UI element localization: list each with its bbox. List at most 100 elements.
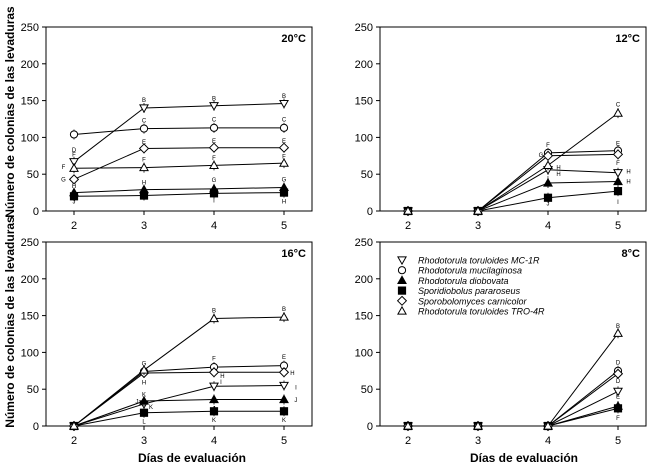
significance-letter: F — [62, 165, 66, 171]
data-point — [613, 176, 623, 186]
significance-letter: I — [547, 177, 549, 183]
legend-marker — [396, 295, 408, 306]
y-axis-label-top: Número de colonias de las levaduras — [3, 6, 17, 218]
data-point — [139, 124, 149, 133]
data-point — [208, 367, 220, 378]
series-line-3 — [408, 181, 619, 212]
x-axis-label-left: Días de evaluación — [138, 451, 246, 465]
series-line-6 — [73, 316, 285, 427]
y-tick-label: 250 — [21, 22, 39, 34]
x-tick-label: 4 — [211, 435, 217, 447]
significance-letter: L — [142, 420, 146, 426]
significance-letter: H — [290, 371, 294, 377]
x-tick-label: 2 — [405, 435, 411, 447]
significance-letter: F — [212, 156, 216, 162]
data-point — [279, 311, 289, 321]
significance-letter: K — [212, 418, 216, 424]
data-point — [69, 130, 79, 139]
x-tick-label: 5 — [615, 435, 621, 447]
x-tick-label: 2 — [71, 220, 77, 232]
data-point — [403, 205, 413, 215]
x-tick-label: 3 — [475, 435, 481, 447]
y-tick-label: 250 — [355, 22, 373, 34]
x-tick-label: 4 — [545, 435, 551, 447]
series-line-1 — [408, 390, 619, 427]
significance-letter: B — [142, 98, 146, 104]
significance-letter: C — [616, 102, 621, 108]
y-tick-label: 100 — [355, 132, 373, 144]
x-tick-label: 3 — [141, 435, 147, 447]
data-point — [613, 328, 623, 337]
legend-label: Rhodotorula toruloides TRO-4R — [418, 307, 545, 317]
y-tick-label: 150 — [21, 311, 39, 323]
legend-label: Rhodotorula mucilaginosa — [418, 266, 522, 276]
significance-letter: H — [142, 180, 146, 186]
significance-letter: F — [546, 143, 550, 149]
significance-letter: K — [282, 418, 286, 424]
data-point — [138, 143, 150, 154]
y-tick-label: 200 — [21, 274, 39, 286]
significance-letter: B — [212, 308, 216, 314]
y-tick-label: 50 — [27, 384, 39, 396]
y-tick-label: 100 — [21, 347, 39, 359]
y-tick-label: 150 — [355, 96, 373, 108]
significance-letter: I — [213, 199, 215, 205]
data-point — [613, 187, 623, 196]
panel-title: 12°C — [615, 33, 640, 45]
significance-letter: E — [282, 139, 286, 145]
series-line-4 — [73, 192, 285, 197]
data-point — [279, 407, 289, 416]
data-point — [279, 123, 289, 132]
x-tick-label: 3 — [141, 220, 147, 232]
data-point — [279, 158, 289, 167]
significance-letter: H — [626, 169, 630, 175]
significance-letter: B — [616, 324, 620, 330]
panel-title: 16°C — [281, 248, 306, 260]
data-point — [543, 160, 553, 169]
data-point — [208, 142, 220, 153]
series-line-2 — [73, 365, 285, 427]
series-line-1 — [73, 385, 285, 427]
data-point — [403, 420, 413, 430]
significance-letter: B — [282, 307, 286, 313]
data-point — [69, 163, 79, 172]
data-point — [209, 394, 219, 404]
data-point — [139, 408, 149, 417]
significance-letter: F — [616, 416, 620, 422]
significance-letter: E — [616, 141, 620, 147]
series-line-2 — [73, 127, 284, 135]
data-point — [473, 420, 483, 430]
significance-letter: J — [73, 199, 76, 205]
data-point — [542, 150, 554, 161]
data-point — [613, 387, 623, 397]
data-point — [69, 158, 79, 167]
data-point — [473, 205, 483, 215]
data-point — [209, 313, 219, 323]
x-tick-label: 5 — [281, 435, 287, 447]
y-tick-label: 250 — [21, 237, 39, 249]
data-point — [139, 191, 149, 200]
data-point — [139, 364, 149, 374]
y-tick-label: 50 — [361, 169, 373, 181]
data-point — [68, 174, 80, 185]
series-line-6 — [408, 332, 619, 427]
series-line-5 — [73, 371, 284, 427]
legend-marker — [397, 275, 407, 284]
significance-letter: H — [72, 184, 76, 190]
data-point — [139, 162, 149, 172]
significance-letter: D — [616, 379, 621, 385]
legend: Rhodotorula toruloides MC-1RRhodotorula … — [396, 256, 545, 317]
data-point — [612, 149, 624, 160]
series-line-4 — [73, 410, 284, 427]
x-tick-label: 5 — [281, 220, 287, 232]
series-line-2 — [408, 370, 619, 427]
y-tick-label: 50 — [361, 384, 373, 396]
data-point — [612, 368, 624, 379]
legend-label: Sporobolomyces carnicolor — [418, 296, 528, 306]
y-tick-label: 0 — [367, 206, 373, 218]
plot-frame — [45, 241, 313, 427]
